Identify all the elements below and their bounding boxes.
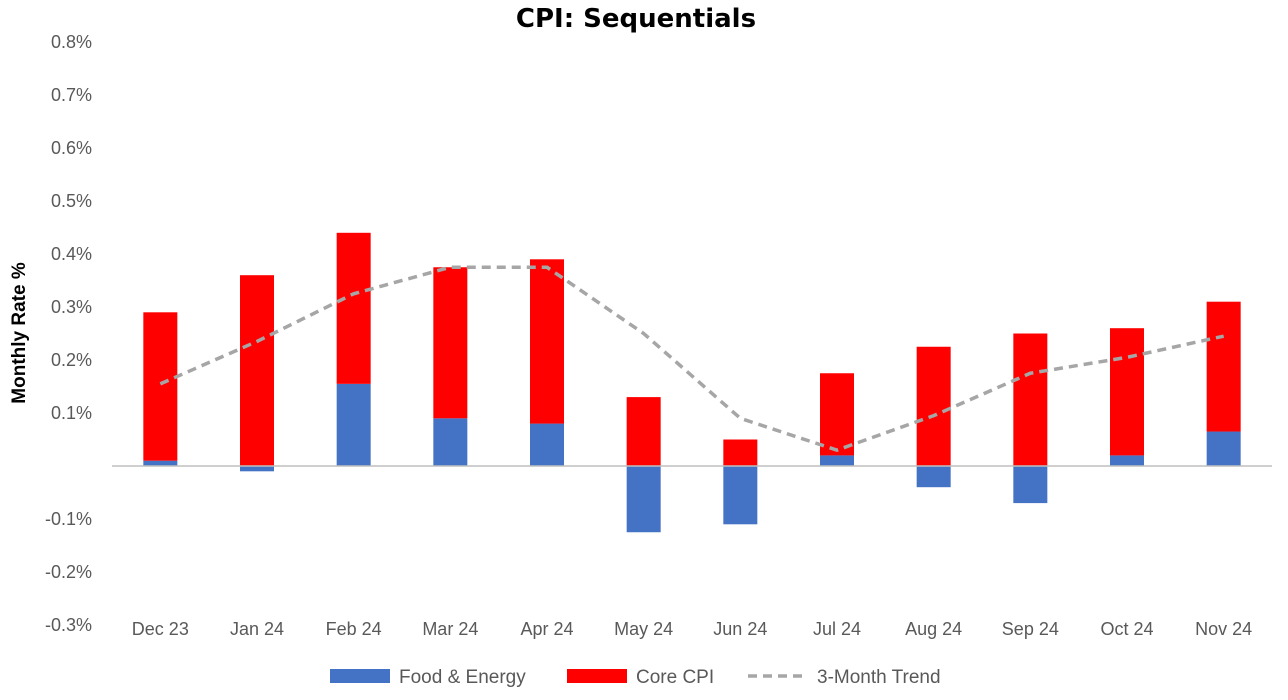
bar-food-energy-feb-24: [336, 383, 371, 466]
bar-core-cpi-sep-24: [1013, 333, 1048, 466]
x-tick-label: Feb 24: [326, 619, 382, 639]
x-tick-label: Jul 24: [813, 619, 861, 639]
x-tick-label: Sep 24: [1002, 619, 1059, 639]
x-tick-label: Mar 24: [422, 619, 478, 639]
bar-core-cpi-may-24: [626, 397, 661, 466]
legend: Food & Energy Core CPI 3-Month Trend: [330, 667, 941, 688]
x-axis-ticks: Dec 23 Jan 24 Feb 24 Mar 24 Apr 24 May 24 Jun …: [132, 619, 1252, 639]
bar-food-energy-oct-24: [1110, 455, 1144, 466]
x-tick-label: Jan 24: [230, 619, 284, 639]
legend-swatch-core-cpi: [567, 669, 627, 683]
bar-core-cpi-aug-24: [916, 346, 951, 466]
y-tick-label: 0.1%: [51, 403, 92, 423]
y-axis-label: Monthly Rate %: [9, 262, 30, 404]
x-tick-label: Nov 24: [1195, 619, 1252, 639]
y-tick-label: 0.8%: [51, 32, 92, 52]
bar-core-cpi-oct-24: [1110, 328, 1144, 456]
y-tick-label: 0.5%: [51, 191, 92, 211]
y-tick-label: -0.1%: [45, 509, 92, 529]
y-tick-label: 0.4%: [51, 244, 92, 264]
bar-food-energy-apr-24: [530, 423, 564, 466]
chart-title: CPI: Sequentials: [516, 4, 756, 34]
bar-food-energy-may-24: [626, 466, 661, 533]
y-tick-label: 0.6%: [51, 138, 92, 158]
y-tick-label: 0.3%: [51, 297, 92, 317]
y-tick-label: 0.7%: [51, 85, 92, 105]
bar-core-cpi-nov-24: [1206, 301, 1241, 432]
bar-food-energy-jul-24: [820, 455, 854, 466]
bar-food-energy-jun-24: [723, 466, 758, 525]
y-axis-ticks: -0.3% -0.2% -0.1% 0.1% 0.2% 0.3% 0.4% 0.5% 0.6% 0…: [45, 32, 92, 635]
bar-food-energy-mar-24: [433, 418, 468, 466]
y-tick-label: -0.3%: [45, 615, 92, 635]
x-tick-label: Oct 24: [1100, 619, 1153, 639]
x-tick-label: Dec 23: [132, 619, 189, 639]
trend-line-group: [159, 265, 1225, 452]
bar-core-cpi-dec-23: [143, 312, 178, 461]
legend-label-core-cpi: Core CPI: [636, 667, 714, 688]
x-tick-label: May 24: [614, 619, 673, 639]
legend-label-3-month-trend: 3-Month Trend: [817, 667, 941, 688]
legend-swatch-food-energy: [330, 669, 390, 683]
y-tick-label: 0.2%: [51, 350, 92, 370]
bar-core-cpi-feb-24: [336, 232, 371, 384]
bar-core-cpi-jan-24: [240, 275, 274, 466]
bar-core-cpi-apr-24: [530, 259, 564, 424]
bar-core-cpi-jul-24: [820, 373, 854, 456]
bars: [143, 232, 1241, 533]
x-tick-label: Aug 24: [905, 619, 962, 639]
bar-food-energy-sep-24: [1013, 466, 1048, 504]
trend-line: [159, 265, 1225, 452]
bar-core-cpi-jun-24: [723, 439, 758, 466]
bar-food-energy-nov-24: [1206, 431, 1241, 466]
bar-food-energy-jan-24: [240, 466, 274, 472]
y-tick-label: -0.2%: [45, 562, 92, 582]
bar-core-cpi-mar-24: [433, 267, 468, 419]
x-tick-label: Apr 24: [520, 619, 573, 639]
x-tick-label: Jun 24: [713, 619, 767, 639]
legend-label-food-energy: Food & Energy: [399, 667, 526, 688]
bar-food-energy-dec-23: [143, 460, 178, 466]
bar-food-energy-aug-24: [916, 466, 951, 488]
